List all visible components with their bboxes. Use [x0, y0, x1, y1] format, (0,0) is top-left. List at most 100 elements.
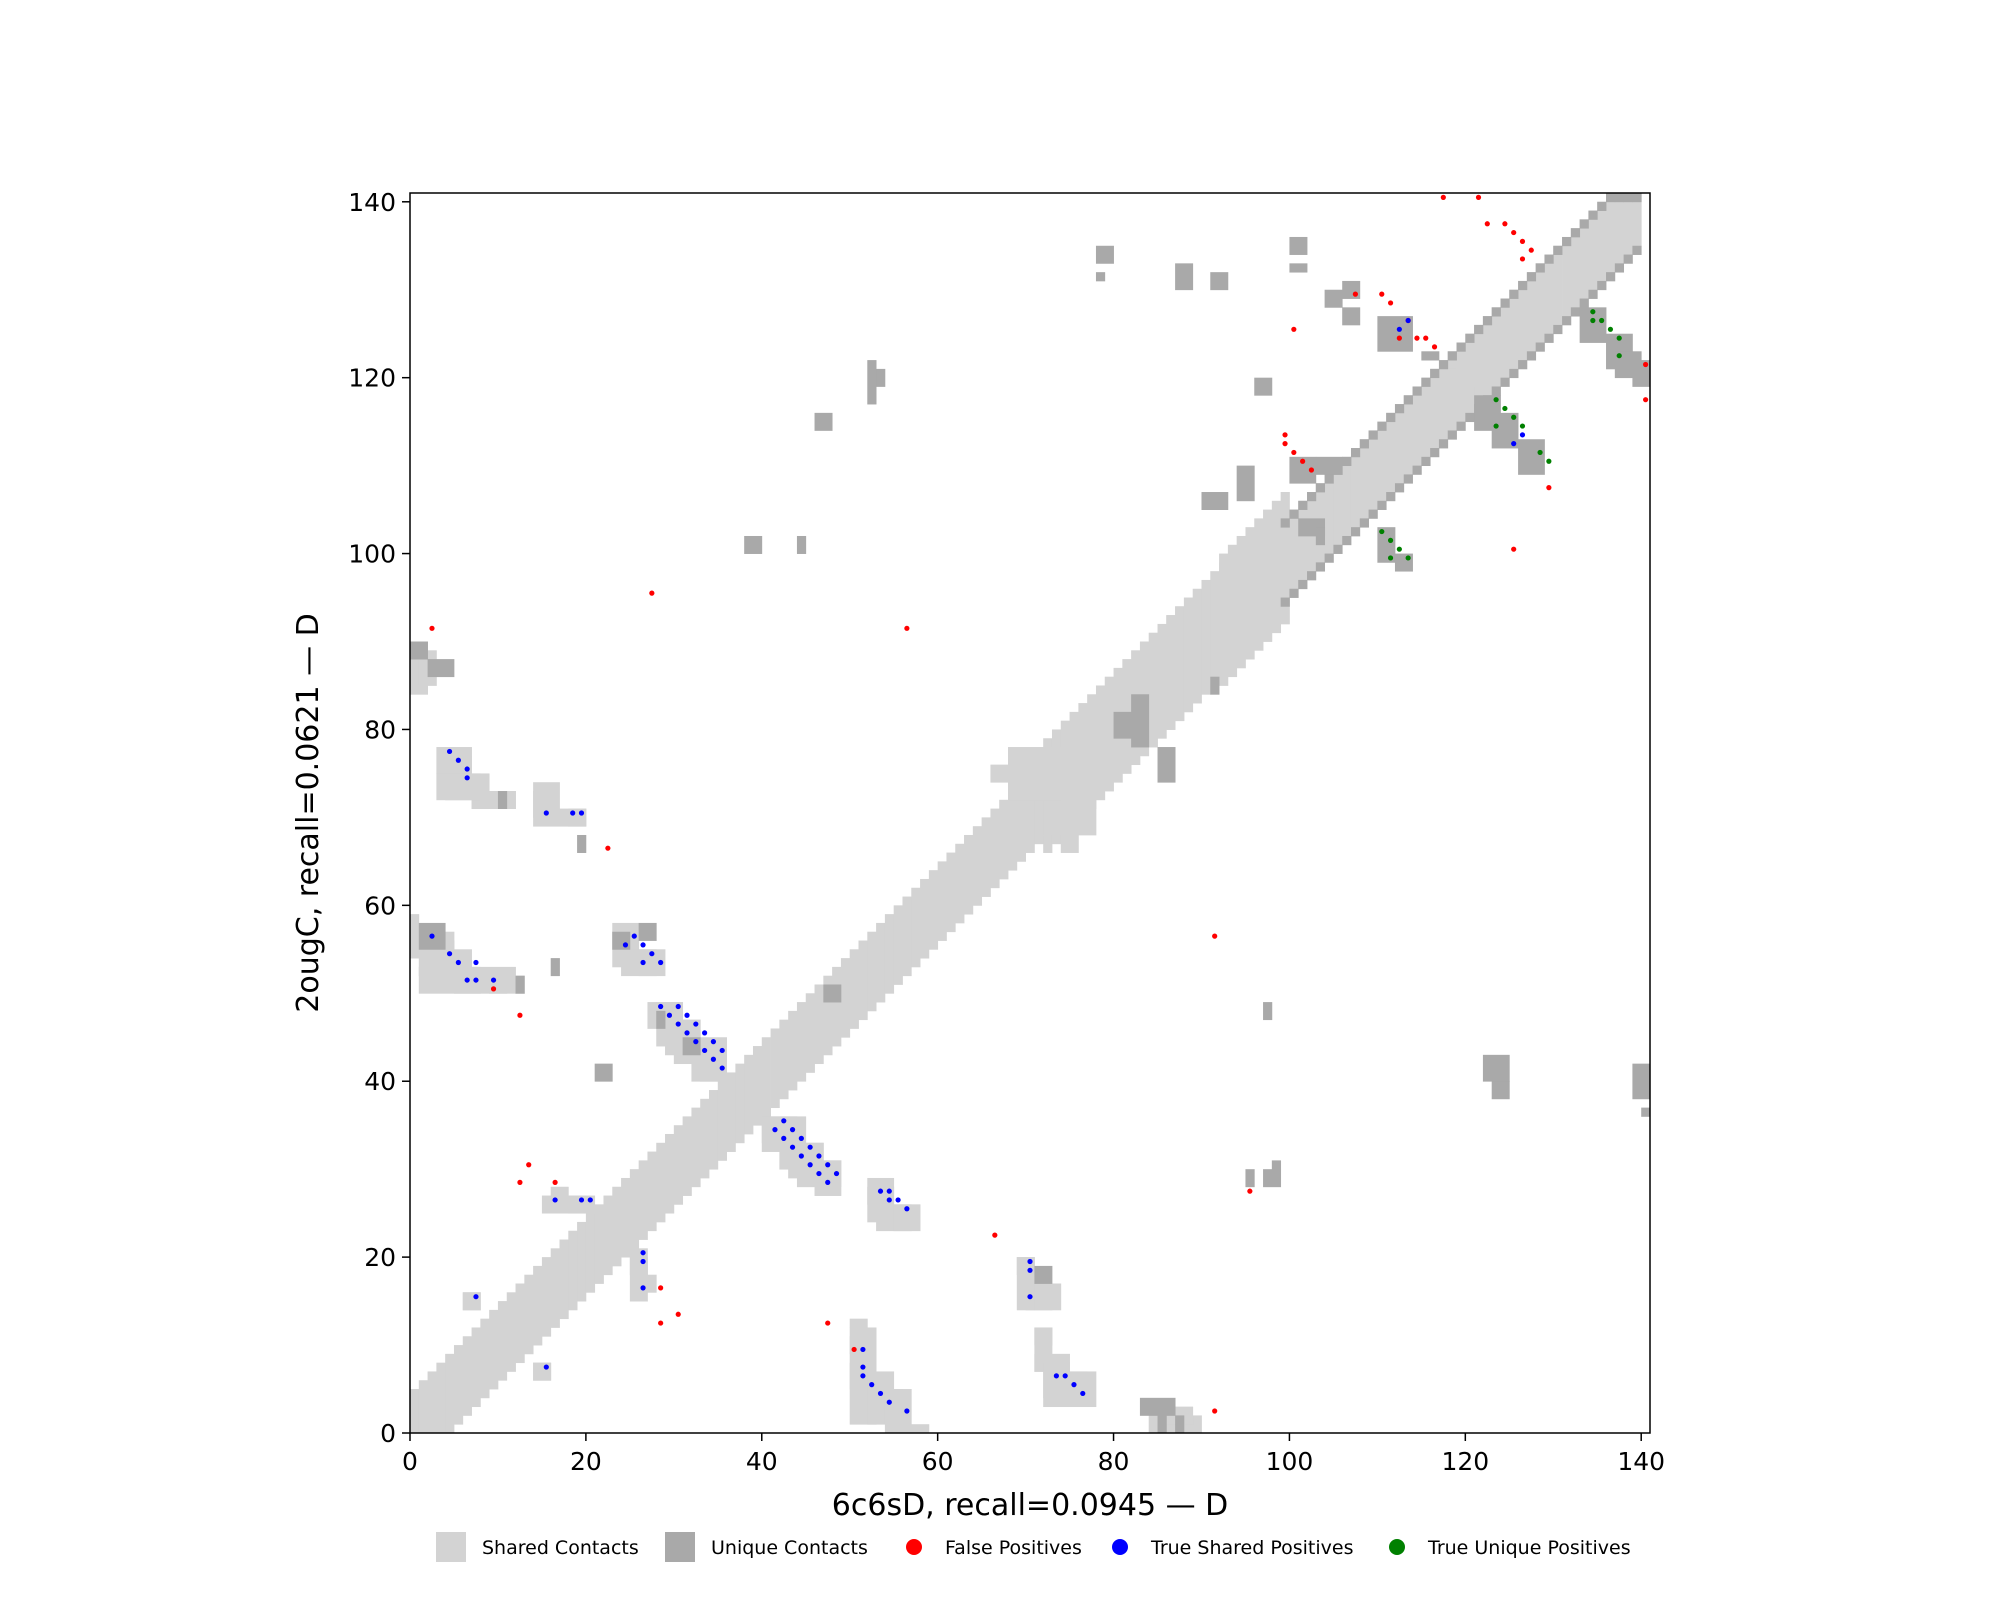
true-shared-positive-point — [816, 1170, 822, 1177]
shared-contact-cell — [1087, 694, 1097, 810]
unique-contact-cell — [1438, 439, 1449, 449]
shared-contact-cell — [796, 1002, 807, 1082]
true-shared-positive-point — [710, 1056, 717, 1062]
shared-contact-cell — [1034, 1283, 1062, 1311]
unique-contact-cell — [1447, 430, 1457, 440]
unique-contact-cell — [1280, 518, 1290, 528]
unique-contact-cell — [1095, 272, 1106, 282]
shared-contact-cell — [1175, 606, 1185, 722]
unique-contact-cell — [1095, 245, 1114, 264]
unique-contact-cell — [638, 922, 657, 941]
true-shared-positive-point — [781, 1135, 787, 1141]
unique-contact-cell — [1456, 421, 1466, 431]
false-positive-point — [1528, 247, 1534, 253]
unique-contact-cell — [1421, 456, 1431, 467]
y-tick-label: 140 — [348, 188, 396, 217]
x-axis: 0 20 40 60 80 100 120 140 — [402, 1433, 1665, 1476]
unique-contact-cell — [1139, 1397, 1176, 1416]
unique-contact-cell — [1456, 342, 1466, 352]
true-shared-positive-point — [473, 977, 479, 983]
false-positive-point — [1643, 397, 1649, 403]
true-shared-positive-point — [789, 1127, 796, 1133]
true-shared-positive-point — [1405, 317, 1411, 324]
shared-contact-cell — [506, 1292, 516, 1372]
unique-contact-cell — [1263, 1169, 1282, 1188]
true-unique-positive-point — [1616, 335, 1622, 341]
unique-contact-cell — [1280, 597, 1290, 607]
false-positive-point — [1475, 194, 1482, 200]
unique-contact-cell — [1315, 483, 1326, 493]
true-shared-positive-point — [543, 1364, 549, 1370]
true-shared-positive-point — [869, 1382, 875, 1388]
shared-contact-cell — [1377, 421, 1387, 502]
true-shared-positive-point — [807, 1144, 813, 1150]
true-shared-positive-point — [578, 810, 585, 816]
false-positive-point — [851, 1346, 857, 1353]
shared-contact-cell — [1386, 412, 1396, 493]
unique-contact-cell — [1307, 571, 1317, 581]
true-unique-positive-point — [1590, 317, 1596, 324]
false-positive-point — [825, 1320, 831, 1326]
shared-contact-cell — [1263, 509, 1273, 642]
true-shared-positive-point — [860, 1346, 866, 1353]
shared-contact-cell — [1069, 1371, 1097, 1408]
unique-contact-cell — [1526, 272, 1537, 282]
true-unique-positive-point — [1511, 414, 1517, 420]
true-unique-positive-point — [1546, 458, 1552, 464]
shared-contact-cell — [1095, 685, 1106, 801]
true-shared-positive-point — [640, 1285, 646, 1291]
y-tick-label: 20 — [364, 1243, 396, 1272]
shared-contact-cell — [541, 1257, 552, 1337]
x-tick-label: 80 — [1098, 1447, 1130, 1476]
false-positive-point — [517, 1179, 523, 1185]
false-positive-point — [1414, 335, 1420, 341]
unique-contact-cell — [1350, 448, 1361, 458]
unique-contact-cell — [1289, 263, 1308, 273]
x-tick-label: 0 — [402, 1447, 418, 1476]
shared-contact-cell — [928, 870, 939, 950]
false-positive-point — [1511, 229, 1517, 236]
true-shared-positive-point — [446, 951, 453, 957]
false-positive-point — [1291, 449, 1297, 456]
true-shared-positive-point — [578, 1197, 585, 1203]
shared-contact-cell — [911, 1424, 930, 1434]
true-shared-positive-point — [570, 810, 576, 816]
unique-contact-cell — [1403, 395, 1413, 405]
true-shared-positive-point — [455, 959, 461, 966]
true-shared-positive-point — [464, 775, 470, 781]
shared-contact-cell — [884, 914, 895, 994]
true-shared-positive-point — [1519, 432, 1526, 438]
unique-contact-cell — [1614, 263, 1625, 273]
shared-contact-cell — [436, 773, 481, 801]
shared-contact-cell — [1148, 632, 1158, 748]
shared-contact-cell — [1192, 588, 1202, 704]
unique-contact-cell — [1342, 280, 1361, 299]
unique-contact-cell — [1465, 412, 1475, 423]
unique-contact-cell — [876, 368, 886, 387]
shared-contact-cell — [1544, 254, 1554, 335]
shared-contact-cell — [1245, 527, 1255, 660]
shared-contact-cell — [1342, 456, 1352, 537]
shared-contact-cell — [410, 1389, 420, 1434]
shared-contact-cell — [533, 808, 587, 827]
unique-contact-cell — [1394, 553, 1413, 572]
shared-contact-cell — [445, 1353, 455, 1434]
true-shared-positive-point — [429, 933, 435, 939]
unique-contact-cell — [1298, 500, 1308, 510]
unique-contact-cell — [1438, 360, 1449, 370]
shared-contact-cell — [1518, 280, 1528, 361]
unique-contact-cell — [1315, 456, 1343, 475]
true-shared-positive-point — [816, 1153, 822, 1159]
true-shared-positive-point — [877, 1390, 884, 1397]
y-tick-label: 100 — [348, 540, 396, 569]
shared-contact-cell — [550, 1248, 560, 1328]
shared-contact-cell — [1562, 236, 1572, 317]
y-tick-label: 40 — [364, 1067, 396, 1096]
shared-contact-cell — [1403, 395, 1413, 475]
true-shared-positive-point — [446, 748, 453, 755]
shared-contact-cell — [462, 1292, 481, 1311]
shared-contact-cell — [1430, 368, 1440, 449]
unique-contact-cell — [1131, 694, 1150, 748]
true-shared-positive-point — [473, 1294, 479, 1300]
